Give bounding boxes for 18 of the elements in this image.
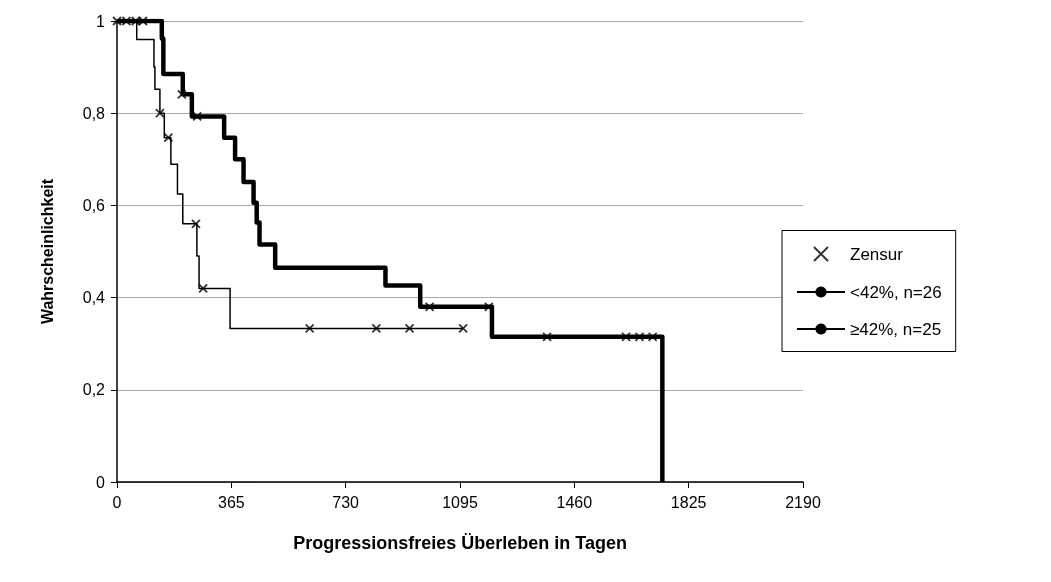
x-tick-label: 1460 — [556, 493, 593, 511]
x-tick-label: 2190 — [785, 493, 821, 511]
y-tick-label: 0 — [96, 473, 106, 491]
y-axis-title: Wahrscheinlichkeit — [38, 178, 56, 325]
legend-label: <42%, n=26 — [850, 282, 942, 302]
x-tick-label: 1095 — [442, 493, 478, 511]
y-tick-label: 1 — [96, 12, 106, 30]
x-tick-label: 365 — [217, 493, 245, 511]
x-tick-label: 0 — [112, 493, 122, 511]
y-tick-label: 0,2 — [82, 381, 106, 399]
legend-label: Zensur — [850, 244, 904, 264]
x-axis-title: Progressionsfreies Überleben in Tagen — [293, 533, 627, 553]
y-tick-label: 0,6 — [82, 196, 106, 214]
x-tick-label: 730 — [332, 493, 360, 511]
x-tick-label: 1825 — [670, 493, 707, 511]
y-tick-label: 0,4 — [82, 289, 106, 307]
y-tick-label: 0,8 — [82, 104, 106, 122]
legend-label: ≥42%, n=25 — [850, 319, 942, 339]
